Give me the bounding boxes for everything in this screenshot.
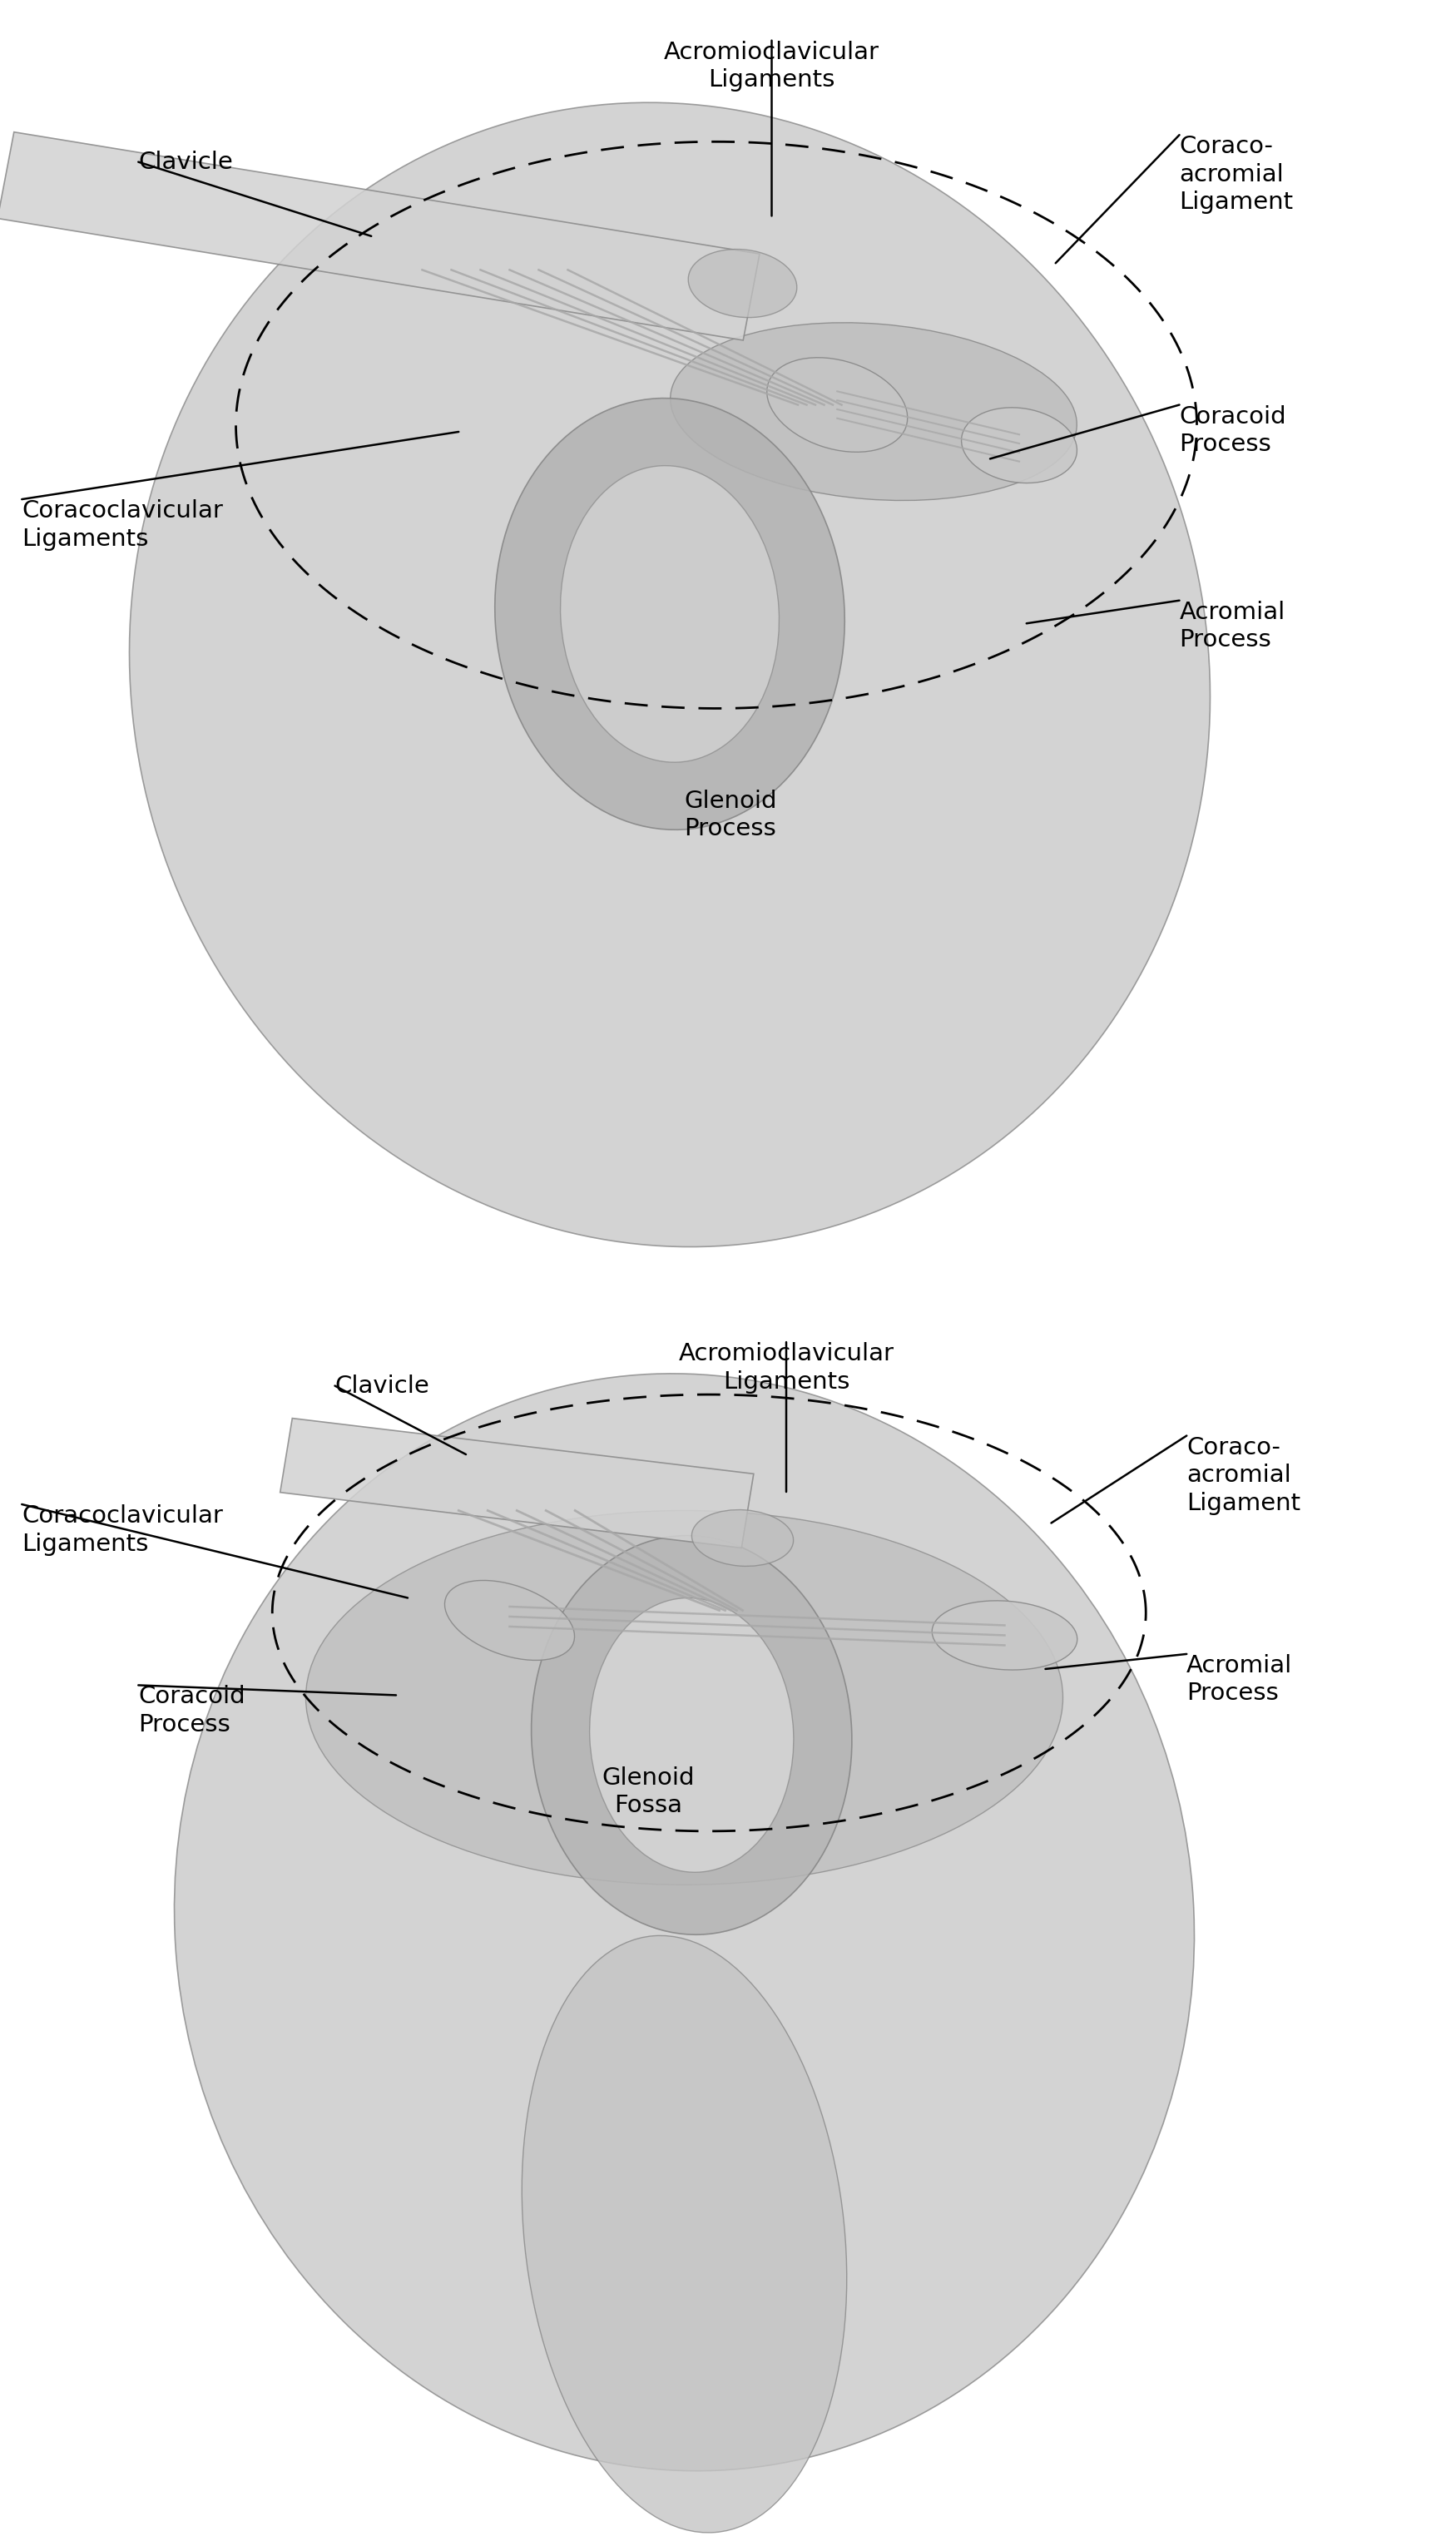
Text: Acromioclavicular
Ligaments: Acromioclavicular Ligaments: [678, 1342, 894, 1393]
Ellipse shape: [495, 397, 844, 830]
Text: Clavicle: Clavicle: [335, 1375, 430, 1398]
Text: Coraco-
acromial
Ligament: Coraco- acromial Ligament: [1187, 1436, 1300, 1515]
Ellipse shape: [932, 1601, 1077, 1670]
Text: Acromial
Process: Acromial Process: [1187, 1655, 1293, 1706]
Text: Acromioclavicular
Ligaments: Acromioclavicular Ligaments: [664, 41, 879, 92]
Ellipse shape: [767, 356, 907, 453]
Ellipse shape: [590, 1599, 794, 1871]
Polygon shape: [280, 1418, 754, 1548]
Text: Acromial
Process: Acromial Process: [1179, 601, 1286, 652]
Polygon shape: [0, 132, 760, 341]
Text: Coracoclavicular
Ligaments: Coracoclavicular Ligaments: [22, 499, 223, 550]
Ellipse shape: [961, 407, 1077, 484]
Text: Glenoid
Fossa: Glenoid Fossa: [601, 1767, 695, 1818]
Ellipse shape: [689, 250, 796, 318]
Ellipse shape: [444, 1581, 575, 1660]
Text: Coraco-
acromial
Ligament: Coraco- acromial Ligament: [1179, 135, 1293, 214]
Text: Coracoclavicular
Ligaments: Coracoclavicular Ligaments: [22, 1505, 223, 1556]
Ellipse shape: [531, 1535, 852, 1935]
Text: Coracoid
Process: Coracoid Process: [1179, 405, 1287, 456]
Ellipse shape: [306, 1510, 1063, 1884]
Text: Coracoid
Process: Coracoid Process: [138, 1685, 245, 1736]
Ellipse shape: [175, 1375, 1194, 2470]
Text: Clavicle: Clavicle: [138, 150, 233, 173]
Ellipse shape: [561, 466, 779, 761]
Ellipse shape: [521, 1935, 847, 2533]
Ellipse shape: [130, 102, 1210, 1248]
Ellipse shape: [692, 1510, 794, 1566]
Text: Glenoid
Process: Glenoid Process: [684, 789, 778, 840]
Ellipse shape: [670, 323, 1077, 502]
